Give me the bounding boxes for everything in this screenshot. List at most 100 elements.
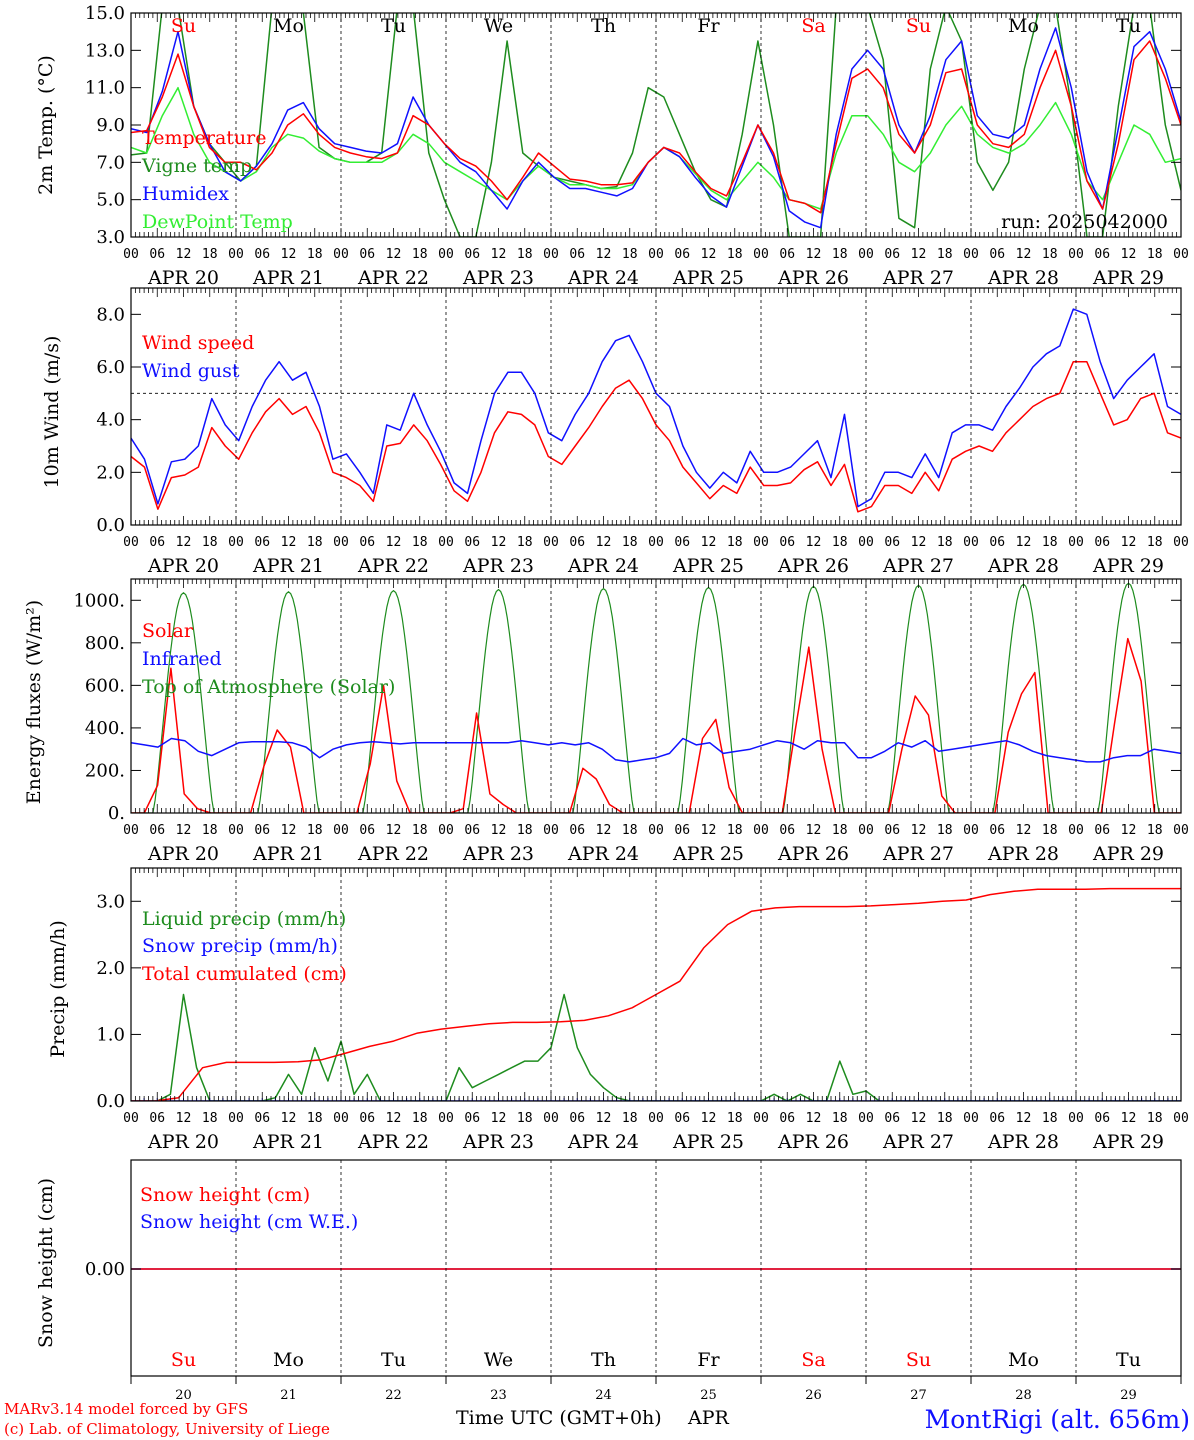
hour-tick-label: 12 [281, 823, 297, 838]
wind-gust-line [131, 308, 1181, 508]
hour-tick-label: 06 [779, 823, 795, 838]
hour-tick-label: 18 [1147, 535, 1163, 550]
hour-tick-label: 00 [123, 1111, 139, 1126]
hour-tick-label: 06 [884, 823, 900, 838]
hour-tick-label: 00 [963, 247, 979, 262]
hour-tick-label: 12 [1016, 1111, 1032, 1126]
hour-tick-label: 06 [464, 247, 480, 262]
hour-tick-label: 06 [149, 535, 165, 550]
hour-tick-label: 18 [727, 535, 743, 550]
hour-tick-label: 12 [1121, 823, 1137, 838]
hour-tick-label: 12 [491, 247, 507, 262]
hour-tick-label: 12 [386, 1111, 402, 1126]
legend-infrared: Infrared [142, 648, 222, 670]
weekday-label: Sa [801, 1349, 825, 1371]
day-number-label: 29 [1120, 1388, 1137, 1403]
hour-tick-label: 12 [1121, 535, 1137, 550]
hour-tick-label: 12 [701, 247, 717, 262]
y-tick-label: 3.0 [96, 227, 125, 248]
hour-tick-label: 18 [727, 823, 743, 838]
date-label: APR 27 [882, 843, 954, 865]
weekday-label: Fr [697, 15, 720, 37]
hour-tick-label: 18 [412, 535, 428, 550]
hour-tick-label: 12 [911, 1111, 927, 1126]
weekday-label: Mo [1008, 15, 1039, 37]
toa-solar-line [131, 582, 1181, 813]
temperature-y-axis-label: 2m Temp. (°C) [35, 55, 57, 195]
energy-legend: Solar Infrared Top of Atmosphere (Solar) [142, 620, 395, 698]
hour-tick-label: 00 [1173, 823, 1189, 838]
hour-tick-label: 18 [832, 247, 848, 262]
date-label: APR 26 [777, 267, 849, 289]
hour-tick-label: 00 [648, 535, 664, 550]
hour-tick-label: 18 [202, 823, 218, 838]
date-label: APR 21 [252, 555, 324, 577]
hour-tick-label: 12 [1016, 535, 1032, 550]
temperature-line [131, 40, 1181, 214]
hour-tick-label: 12 [701, 535, 717, 550]
hour-tick-label: 00 [648, 823, 664, 838]
hour-tick-label: 06 [254, 1111, 270, 1126]
footer: MARv3.14 model forced by GFS (c) Lab. of… [4, 1400, 1190, 1438]
hour-tick-label: 00 [753, 823, 769, 838]
hour-tick-label: 18 [1147, 1111, 1163, 1126]
hour-tick-label: 12 [1016, 247, 1032, 262]
hour-tick-label: 12 [596, 535, 612, 550]
date-label: APR 27 [882, 267, 954, 289]
date-label: APR 24 [567, 843, 639, 865]
hour-tick-label: 00 [543, 1111, 559, 1126]
weekday-label: Fr [697, 1349, 720, 1371]
weekday-label: Su [906, 1349, 931, 1371]
hour-tick-label: 00 [1068, 535, 1084, 550]
date-label: APR 20 [147, 267, 219, 289]
hour-tick-label: 00 [438, 247, 454, 262]
temperature-panel: 3.0 5.0 7.0 9.0 11.0 13.0 15.0 00 06 12 18 00 06 12 18… [35, 3, 1189, 289]
legend-wind-speed: Wind speed [142, 332, 254, 354]
date-label: APR 24 [567, 555, 639, 577]
energy-y-axis-label: Energy fluxes (W/m²) [23, 600, 45, 804]
hour-tick-label: 00 [858, 1111, 874, 1126]
hour-tick-label: 18 [202, 535, 218, 550]
hour-tick-label: 18 [202, 1111, 218, 1126]
date-label: APR 25 [672, 555, 744, 577]
hour-tick-label: 06 [989, 823, 1005, 838]
y-tick-label: 400. [85, 718, 125, 739]
snow-legend: Snow height (cm) Snow height (cm W.E.) [140, 1184, 358, 1233]
hour-tick-label: 18 [937, 1111, 953, 1126]
hour-tick-label: 06 [779, 247, 795, 262]
hour-tick-label: 18 [1042, 823, 1058, 838]
hour-tick-label: 12 [806, 1111, 822, 1126]
y-tick-label: 0. [108, 803, 125, 824]
y-tick-label: 8.0 [96, 304, 125, 325]
date-label: APR 22 [357, 843, 429, 865]
y-tick-label: 1.0 [96, 1024, 125, 1045]
hour-tick-label: 00 [1173, 247, 1189, 262]
wind-speed-line [131, 360, 1181, 513]
y-tick-label: 13.0 [85, 40, 125, 61]
hour-tick-label: 00 [228, 247, 244, 262]
weekday-label: Mo [273, 1349, 304, 1371]
hour-tick-label: 12 [911, 247, 927, 262]
hour-tick-label: 06 [569, 247, 585, 262]
hour-tick-label: 18 [832, 535, 848, 550]
weekday-label: Sa [801, 15, 825, 37]
wind-panel: 0.0 2.0 4.0 6.0 8.0 00 06 12 18 00 06 12 18 00 06 12 18 0… [41, 287, 1189, 577]
hour-tick-label: 00 [753, 247, 769, 262]
date-label: APR 24 [567, 1131, 639, 1153]
hour-tick-label: 18 [622, 535, 638, 550]
hour-tick-label: 00 [543, 823, 559, 838]
hour-tick-label: 12 [596, 247, 612, 262]
date-label: APR 22 [357, 555, 429, 577]
hour-tick-label: 18 [412, 247, 428, 262]
hour-tick-label: 18 [517, 535, 533, 550]
legend-snow-precip: Snow precip (mm/h) [142, 935, 338, 957]
hour-tick-label: 12 [281, 535, 297, 550]
hour-tick-label: 00 [438, 1111, 454, 1126]
y-tick-label: 11.0 [85, 78, 125, 99]
hour-tick-label: 00 [963, 1111, 979, 1126]
date-label: APR 28 [987, 843, 1059, 865]
date-label: APR 22 [357, 267, 429, 289]
hour-tick-label: 00 [438, 823, 454, 838]
energy-panel: 0. 200. 400. 600. 800. 1000. 00 06 12 18 00 06 12 18 0… [23, 578, 1189, 865]
hour-tick-label: 00 [333, 823, 349, 838]
